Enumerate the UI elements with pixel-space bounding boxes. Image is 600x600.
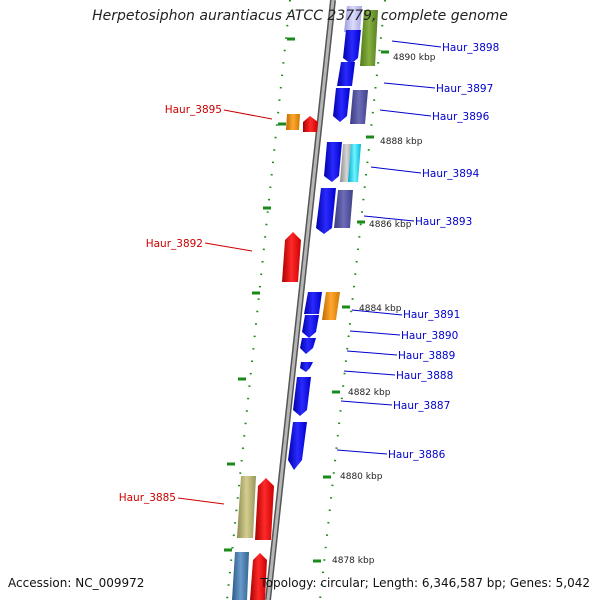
- gene-haur-3895: [303, 116, 318, 132]
- left-leader-lines: [177, 109, 273, 505]
- gene-label[interactable]: Haur_3893: [415, 216, 472, 228]
- topology-label: Topology: circular; Length: 6,346,587 bp…: [260, 576, 590, 590]
- gene-blue-3893: [316, 188, 336, 234]
- gene-label[interactable]: Haur_3887: [393, 400, 450, 412]
- position-label: 4890 kbp: [393, 53, 436, 63]
- gene-haur-3898: [343, 30, 361, 64]
- gene-label[interactable]: Haur_3885: [119, 492, 176, 504]
- right-ticks: [313, 50, 389, 563]
- gene-haur-3893: [334, 190, 353, 228]
- position-label: 4888 kbp: [380, 137, 423, 147]
- gene-label[interactable]: Haur_3897: [436, 83, 493, 95]
- gene-haur-3886: [288, 422, 307, 470]
- gene-haur-3890: [302, 315, 319, 338]
- gene-label[interactable]: Haur_3894: [422, 168, 480, 180]
- left-ticks: [224, 37, 295, 552]
- right-guide-line: [319, 0, 386, 600]
- gene-label[interactable]: Haur_3886: [388, 449, 446, 461]
- map-title: Herpetosiphon aurantiacus ATCC 23779, co…: [92, 8, 508, 24]
- left-guide-line: [226, 0, 291, 600]
- gene-label[interactable]: Haur_3889: [398, 350, 455, 362]
- genome-backbone: [266, 0, 335, 600]
- gene-haur-3895-orange: [286, 114, 300, 130]
- gene-haur-3896-blue: [333, 88, 350, 122]
- gene-label[interactable]: Haur_3888: [396, 370, 453, 382]
- gene-blue-3894a: [324, 142, 342, 182]
- gene-haur-3889: [300, 338, 316, 354]
- position-label: 4882 kbp: [348, 388, 391, 398]
- gene-label[interactable]: Haur_3896: [432, 111, 490, 123]
- gene-label[interactable]: Haur_3890: [401, 330, 458, 342]
- gene-haur-3888: [300, 362, 313, 372]
- right-leader-lines: [336, 40, 442, 455]
- gene-haur-3885: [255, 478, 274, 540]
- gene-haur-3885-khaki: [237, 476, 256, 538]
- gene-haur-3891: [322, 292, 340, 320]
- position-label: 4880 kbp: [340, 472, 383, 482]
- position-label: 4884 kbp: [359, 304, 402, 314]
- gene-olive-top: [360, 10, 378, 66]
- gene-label[interactable]: Haur_3895: [165, 104, 222, 116]
- reverse-genes: [232, 114, 318, 600]
- gene-label[interactable]: Haur_3898: [442, 42, 499, 54]
- gene-haur-3897: [337, 62, 355, 86]
- gene-steel-bottom: [232, 552, 249, 600]
- gene-blue-3891a: [304, 292, 322, 314]
- gene-haur-3887: [293, 377, 311, 416]
- gene-label[interactable]: Haur_3891: [403, 309, 460, 321]
- gene-label[interactable]: Haur_3892: [146, 238, 203, 250]
- gene-red-bottom: [250, 553, 267, 600]
- gene-haur-3898-partial: [344, 6, 362, 32]
- accession-label: Accession: NC_009972: [8, 576, 145, 590]
- position-label: 4886 kbp: [369, 220, 412, 230]
- forward-genes: [288, 6, 378, 470]
- gene-haur-3896: [350, 90, 368, 124]
- position-label: 4878 kbp: [332, 556, 375, 566]
- gene-haur-3892: [282, 232, 301, 282]
- gene-haur-3894: [348, 144, 361, 182]
